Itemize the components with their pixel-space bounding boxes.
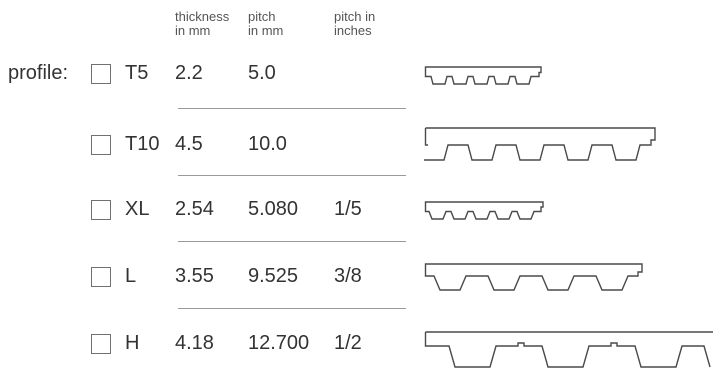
profile-checkbox-xl[interactable]: [91, 200, 111, 220]
profile-name: H: [125, 332, 140, 354]
row-divider: [178, 308, 406, 309]
thickness-value: 4.18: [175, 332, 214, 354]
profile-checkbox-h[interactable]: [91, 334, 111, 354]
pitch-mm-value: 12.700: [248, 332, 310, 354]
pitch-mm-value: 5.080: [248, 198, 299, 220]
pitch-mm-header: pitch in mm: [248, 9, 284, 38]
pitch-mm-value: 5.0: [248, 62, 276, 84]
thickness-value: 2.54: [175, 198, 214, 220]
l-belt-profile-icon: [424, 263, 643, 291]
profile-row-l: L 3.55 9.525 3/8: [0, 265, 713, 303]
profile-checkbox-t10[interactable]: [91, 135, 111, 155]
profile-row-h: H 4.18 12.700 1/2: [0, 332, 713, 370]
thickness-value: 4.5: [175, 133, 203, 155]
t5-belt-profile-icon: [424, 66, 542, 85]
thickness-value: 3.55: [175, 265, 214, 287]
pitch-mm-value: 10.0: [248, 133, 287, 155]
profile-name: T5: [125, 62, 149, 84]
profile-name: L: [125, 265, 137, 287]
row-divider: [178, 108, 406, 109]
xl-belt-profile-icon: [424, 201, 544, 220]
profile-checkbox-l[interactable]: [91, 267, 111, 287]
pitch-inches-value: 1/2: [334, 332, 362, 354]
h-belt-profile-icon: [424, 331, 713, 368]
profile-checkbox-t5[interactable]: [91, 64, 111, 84]
profile-name: T10: [125, 133, 160, 155]
profile-row-t5: T5 2.2 5.0: [0, 62, 713, 100]
profile-row-t10: T10 4.5 10.0: [0, 133, 713, 171]
profile-label: profile:: [8, 62, 69, 84]
profile-row-xl: XL 2.54 5.080 1/5: [0, 198, 713, 236]
pitch-mm-value: 9.525: [248, 265, 299, 287]
row-divider: [178, 241, 406, 242]
pitch-inches-value: 3/8: [334, 265, 362, 287]
pitch-inches-value: 1/5: [334, 198, 362, 220]
row-divider: [178, 175, 406, 176]
thickness-header: thickness in mm: [175, 9, 230, 38]
thickness-value: 2.2: [175, 62, 203, 84]
t10-belt-profile-icon: [424, 127, 656, 161]
pitch-inches-header: pitch in inches: [334, 9, 376, 38]
profile-name: XL: [125, 198, 150, 220]
